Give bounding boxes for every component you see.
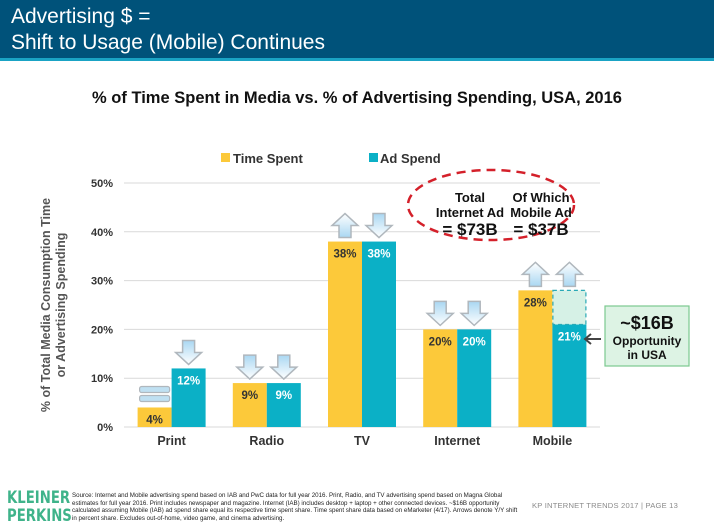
down-arrow-icon [459, 300, 490, 327]
arrow-shape [520, 261, 551, 288]
bar-ad-spend [362, 241, 396, 427]
slide-header: Advertising $ = Shift to Usage (Mobile) … [0, 0, 714, 61]
arrow-shape [268, 354, 299, 381]
source-footnote: Source: Internet and Mobile advertising … [72, 492, 518, 522]
legend: Time Spent Ad Spend [221, 151, 441, 166]
arrow-shape [554, 261, 585, 288]
down-arrow-icon [173, 339, 204, 366]
y-axis-ticks: 0% 10% 20% 30% 40% 50% [91, 178, 113, 434]
total-internet-line1: Total [455, 190, 485, 205]
up-arrow-icon [554, 261, 585, 288]
legend-label-ad-spend: Ad Spend [380, 151, 441, 166]
arrow-shape [364, 212, 394, 239]
legend-label-time-spent: Time Spent [233, 151, 304, 166]
down-arrow-icon [364, 212, 394, 239]
page-label: KP INTERNET TRENDS 2017 | PAGE 13 [532, 501, 679, 510]
bar-label-time-spent: 28% [524, 297, 547, 309]
bar-time-spent [328, 241, 362, 427]
down-arrow-icon [425, 300, 456, 327]
total-internet-value: = $73B [442, 220, 497, 239]
mobile-ad-value: = $37B [513, 220, 568, 239]
kleiner-perkins-logo: KLEINER PERKINS [7, 489, 72, 525]
bar-label-time-spent: 4% [146, 414, 163, 426]
bar-time-spent [137, 407, 172, 427]
bar-ad-spend [171, 368, 206, 427]
x-category-label: Print [157, 434, 186, 448]
bar-ad-spend [552, 324, 587, 427]
bar-time-spent [518, 290, 553, 427]
y-tick-label: 40% [91, 227, 113, 239]
up-arrow-icon [520, 261, 551, 288]
left-arrow-icon [583, 333, 601, 345]
mobile-ad-line1: Of Which [512, 190, 569, 205]
chart-title: % of Time Spent in Media vs. % of Advert… [92, 89, 622, 107]
x-category-label: TV [354, 434, 371, 448]
y-tick-label: 30% [91, 276, 113, 288]
opportunity-line2: Opportunity [613, 334, 682, 348]
slide-title-line1: Advertising $ = [11, 5, 151, 28]
bar-label-ad-spend: 38% [367, 249, 390, 261]
y-tick-label: 10% [91, 373, 113, 385]
x-category-label: Internet [434, 434, 481, 448]
arrow-shape [330, 212, 360, 239]
logo-line2: PERKINS [7, 506, 72, 526]
opportunity-value: ~$16B [620, 313, 674, 333]
bar-ad-spend [266, 383, 301, 427]
dashed-oval [406, 168, 576, 242]
bar-label-time-spent: 9% [241, 390, 258, 402]
y-axis-label-line2: or Advertising Spending [54, 233, 68, 378]
arrow-shape [425, 300, 456, 327]
opportunity-annotation: ~$16B Opportunity in USA [583, 305, 690, 367]
down-arrow-icon [268, 354, 299, 381]
bar-label-time-spent: 38% [333, 249, 356, 261]
bars: 4% 12% 9% 9% 38% 38% 20% 20% 28% 21% [137, 241, 587, 427]
opportunity-line3: in USA [627, 348, 667, 362]
equal-bar-bottom [139, 394, 171, 403]
bar-time-spent [423, 329, 458, 427]
arrow-shape [173, 339, 204, 366]
bar-label-ad-spend: 20% [463, 336, 486, 348]
arrow-shape [459, 300, 490, 327]
y-axis-label-line1: % of Total Media Consumption Time [39, 198, 53, 412]
x-axis-categories: Print Radio TV Internet Mobile [157, 434, 572, 448]
logo-line1: KLEINER [7, 488, 71, 508]
bar-time-spent [232, 383, 267, 427]
bar-label-ad-spend: 9% [275, 390, 292, 402]
opportunity-box [604, 305, 690, 367]
equal-bar-top [139, 385, 171, 394]
bar-ad-spend [457, 329, 492, 427]
legend-swatch-ad-spend [369, 153, 378, 162]
internet-ad-annotation: Total Internet Ad = $73B Of Which Mobile… [406, 168, 576, 242]
bar-label-time-spent: 20% [429, 336, 452, 348]
yoy-arrows [139, 212, 585, 403]
mobile-opportunity-gap [552, 289, 587, 326]
bar-label-ad-spend: 21% [558, 332, 581, 344]
slide-title-line2: Shift to Usage (Mobile) Continues [11, 31, 325, 54]
x-category-label: Mobile [533, 434, 573, 448]
legend-swatch-time-spent [221, 153, 230, 162]
down-arrow-icon [234, 354, 265, 381]
arrow-shape [234, 354, 265, 381]
y-tick-label: 0% [97, 422, 113, 434]
bar-label-ad-spend: 12% [177, 375, 200, 387]
y-tick-label: 20% [91, 324, 113, 336]
x-category-label: Radio [249, 434, 284, 448]
mobile-ad-line2: Mobile Ad [510, 205, 572, 220]
y-tick-label: 50% [91, 178, 113, 190]
y-axis-label: % of Total Media Consumption Time or Adv… [39, 198, 68, 412]
flat-equal-icon [139, 385, 171, 403]
total-internet-line2: Internet Ad [436, 205, 504, 220]
up-arrow-icon [330, 212, 360, 239]
